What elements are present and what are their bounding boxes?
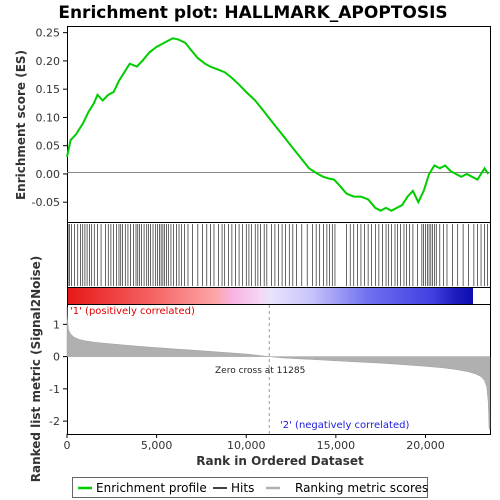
metric-y-tick-label: 0 bbox=[53, 351, 60, 364]
metric-y-axis-label: Ranked list metric (Signal2Noise) bbox=[29, 256, 43, 483]
metric-panel: -2 -1 0 1 0 5,000 10,000 15,000 20,000 '1' (pos… bbox=[29, 256, 491, 483]
es-y-tick-label: 0.00 bbox=[36, 168, 61, 181]
es-y-tick-label: 0.15 bbox=[36, 83, 61, 96]
metric-y-tick-label: -2 bbox=[49, 415, 60, 428]
legend-box bbox=[72, 477, 428, 498]
x-tick-label: 0 bbox=[64, 439, 71, 452]
negative-correlation-label: '2' (negatively correlated) bbox=[280, 420, 409, 431]
hit-markers bbox=[67, 224, 488, 286]
enrichment-profile-line bbox=[66, 37, 490, 212]
x-tick-label: 5,000 bbox=[141, 439, 173, 452]
hits-panel bbox=[67, 222, 491, 288]
es-panel: -0.05 0.00 0.05 0.10 0.15 0.20 0.25 Enrichment… bbox=[14, 26, 491, 223]
legend-label-metric: Ranking metric scores bbox=[295, 481, 428, 495]
metric-plot-frame bbox=[67, 304, 491, 435]
es-y-axis: -0.05 0.00 0.05 0.10 0.15 0.20 0.25 bbox=[32, 27, 67, 209]
metric-y-tick-label: 1 bbox=[53, 318, 60, 331]
es-y-tick-label: -0.05 bbox=[32, 196, 60, 209]
es-y-tick-label: 0.05 bbox=[36, 140, 61, 153]
x-tick-label: 10,000 bbox=[227, 439, 266, 452]
metric-x-axis: 0 5,000 10,000 15,000 20,000 bbox=[64, 434, 445, 452]
zero-cross-label: Zero cross at 11285 bbox=[215, 366, 305, 376]
x-axis-label: Rank in Ordered Dataset bbox=[196, 454, 364, 468]
es-y-tick-label: 0.25 bbox=[36, 27, 61, 40]
es-y-tick-label: 0.10 bbox=[36, 111, 61, 124]
metric-y-axis: -2 -1 0 1 bbox=[49, 318, 67, 428]
legend: Enrichment profile Hits Ranking metric s… bbox=[72, 477, 428, 498]
rank-colorbar bbox=[67, 287, 491, 305]
es-y-axis-label: Enrichment score (ES) bbox=[14, 50, 28, 200]
legend-label-enrichment: Enrichment profile bbox=[96, 481, 207, 495]
es-y-tick-label: 0.20 bbox=[36, 55, 61, 68]
legend-label-hits: Hits bbox=[231, 481, 254, 495]
es-plot-frame bbox=[67, 26, 491, 223]
metric-y-tick-label: -1 bbox=[49, 383, 60, 396]
ranking-metric-area bbox=[66, 306, 491, 430]
x-tick-label: 15,000 bbox=[317, 439, 356, 452]
x-tick-label: 20,000 bbox=[406, 439, 445, 452]
chart-title: Enrichment plot: HALLMARK_APOPTOSIS bbox=[58, 3, 447, 23]
positive-correlation-label: '1' (positively correlated) bbox=[70, 306, 195, 317]
colorbar-gradient bbox=[68, 288, 473, 304]
